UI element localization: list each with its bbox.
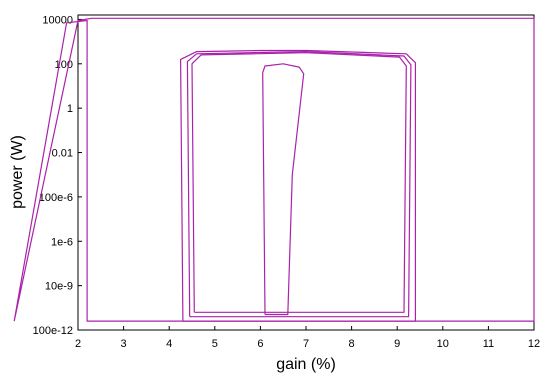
x-tick-label: 3 <box>121 338 127 350</box>
x-axis-label: gain (%) <box>276 356 336 373</box>
y-tick-label: 0.01 <box>52 148 73 160</box>
x-tick-label: 12 <box>528 338 540 350</box>
x-tick-label: 11 <box>483 338 494 350</box>
y-tick-label: 100 <box>55 59 73 71</box>
curves-group <box>13 17 535 322</box>
y-tick-label: 100e-12 <box>33 325 73 337</box>
series-line <box>262 63 305 316</box>
x-tick-label: 10 <box>437 338 449 350</box>
y-tick-label: 10e-9 <box>45 281 73 293</box>
plot-frame <box>77 14 535 331</box>
y-tick-label: 10000 <box>42 14 73 26</box>
x-tick-label: 6 <box>257 338 263 350</box>
y-tick-label: 1e-6 <box>51 236 73 248</box>
series-line <box>186 50 412 318</box>
y-axis-label: power (W) <box>9 135 26 209</box>
x-tick-label: 7 <box>303 338 309 350</box>
x-tick-label: 4 <box>166 338 172 350</box>
x-tick-label: 2 <box>75 338 81 350</box>
series-line <box>191 52 407 313</box>
x-tick-label: 9 <box>394 338 400 350</box>
y-tick-label: 100e-6 <box>39 192 73 204</box>
x-axis-ticks: 2 3 4 5 6 7 8 9 10 11 12 <box>75 326 540 350</box>
x-tick-label: 8 <box>349 338 355 350</box>
series-line <box>13 17 535 322</box>
x-tick-label: 5 <box>212 338 218 350</box>
series-line <box>180 49 416 322</box>
y-tick-label: 1 <box>67 103 73 115</box>
